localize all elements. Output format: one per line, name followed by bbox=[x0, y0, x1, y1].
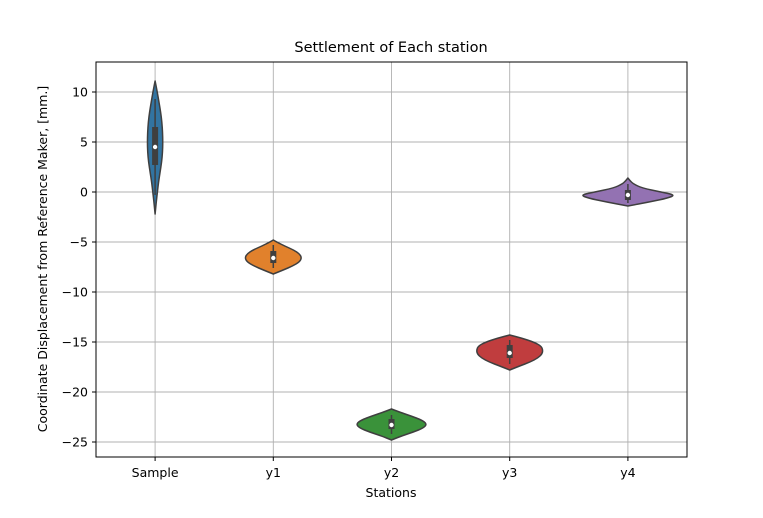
x-tick-label: Sample bbox=[132, 465, 179, 480]
violin-median-y1 bbox=[271, 255, 276, 261]
y-tick-label: −20 bbox=[62, 385, 88, 400]
y-axis-label: Coordinate Displacement from Reference M… bbox=[35, 86, 50, 432]
y-tick-label: −25 bbox=[62, 435, 88, 450]
y-tick-label: 5 bbox=[80, 135, 88, 150]
y-tick-label: 0 bbox=[80, 185, 88, 200]
y-tick-label: −10 bbox=[62, 285, 88, 300]
chart-title: Settlement of Each station bbox=[294, 40, 487, 56]
x-tick-label: y1 bbox=[266, 465, 281, 480]
violins bbox=[146, 80, 674, 441]
axis-ticks: 10 5 0 −5 −10 −15 −20 −25 Sample y1 y2 y3 y4 bbox=[62, 85, 636, 481]
x-tick-label: y2 bbox=[384, 465, 399, 480]
violin-median-Sample bbox=[152, 144, 158, 150]
x-tick-label: y3 bbox=[502, 465, 517, 480]
violin-median-y4 bbox=[625, 192, 631, 198]
y-tick-label: −5 bbox=[70, 235, 88, 250]
y-tick-label: −15 bbox=[62, 335, 88, 350]
violin-median-y3 bbox=[507, 350, 512, 356]
violin-median-y2 bbox=[389, 422, 394, 428]
x-axis-label: Stations bbox=[366, 485, 417, 500]
y-tick-label: 10 bbox=[72, 85, 88, 100]
x-tick-label: y4 bbox=[620, 465, 635, 480]
